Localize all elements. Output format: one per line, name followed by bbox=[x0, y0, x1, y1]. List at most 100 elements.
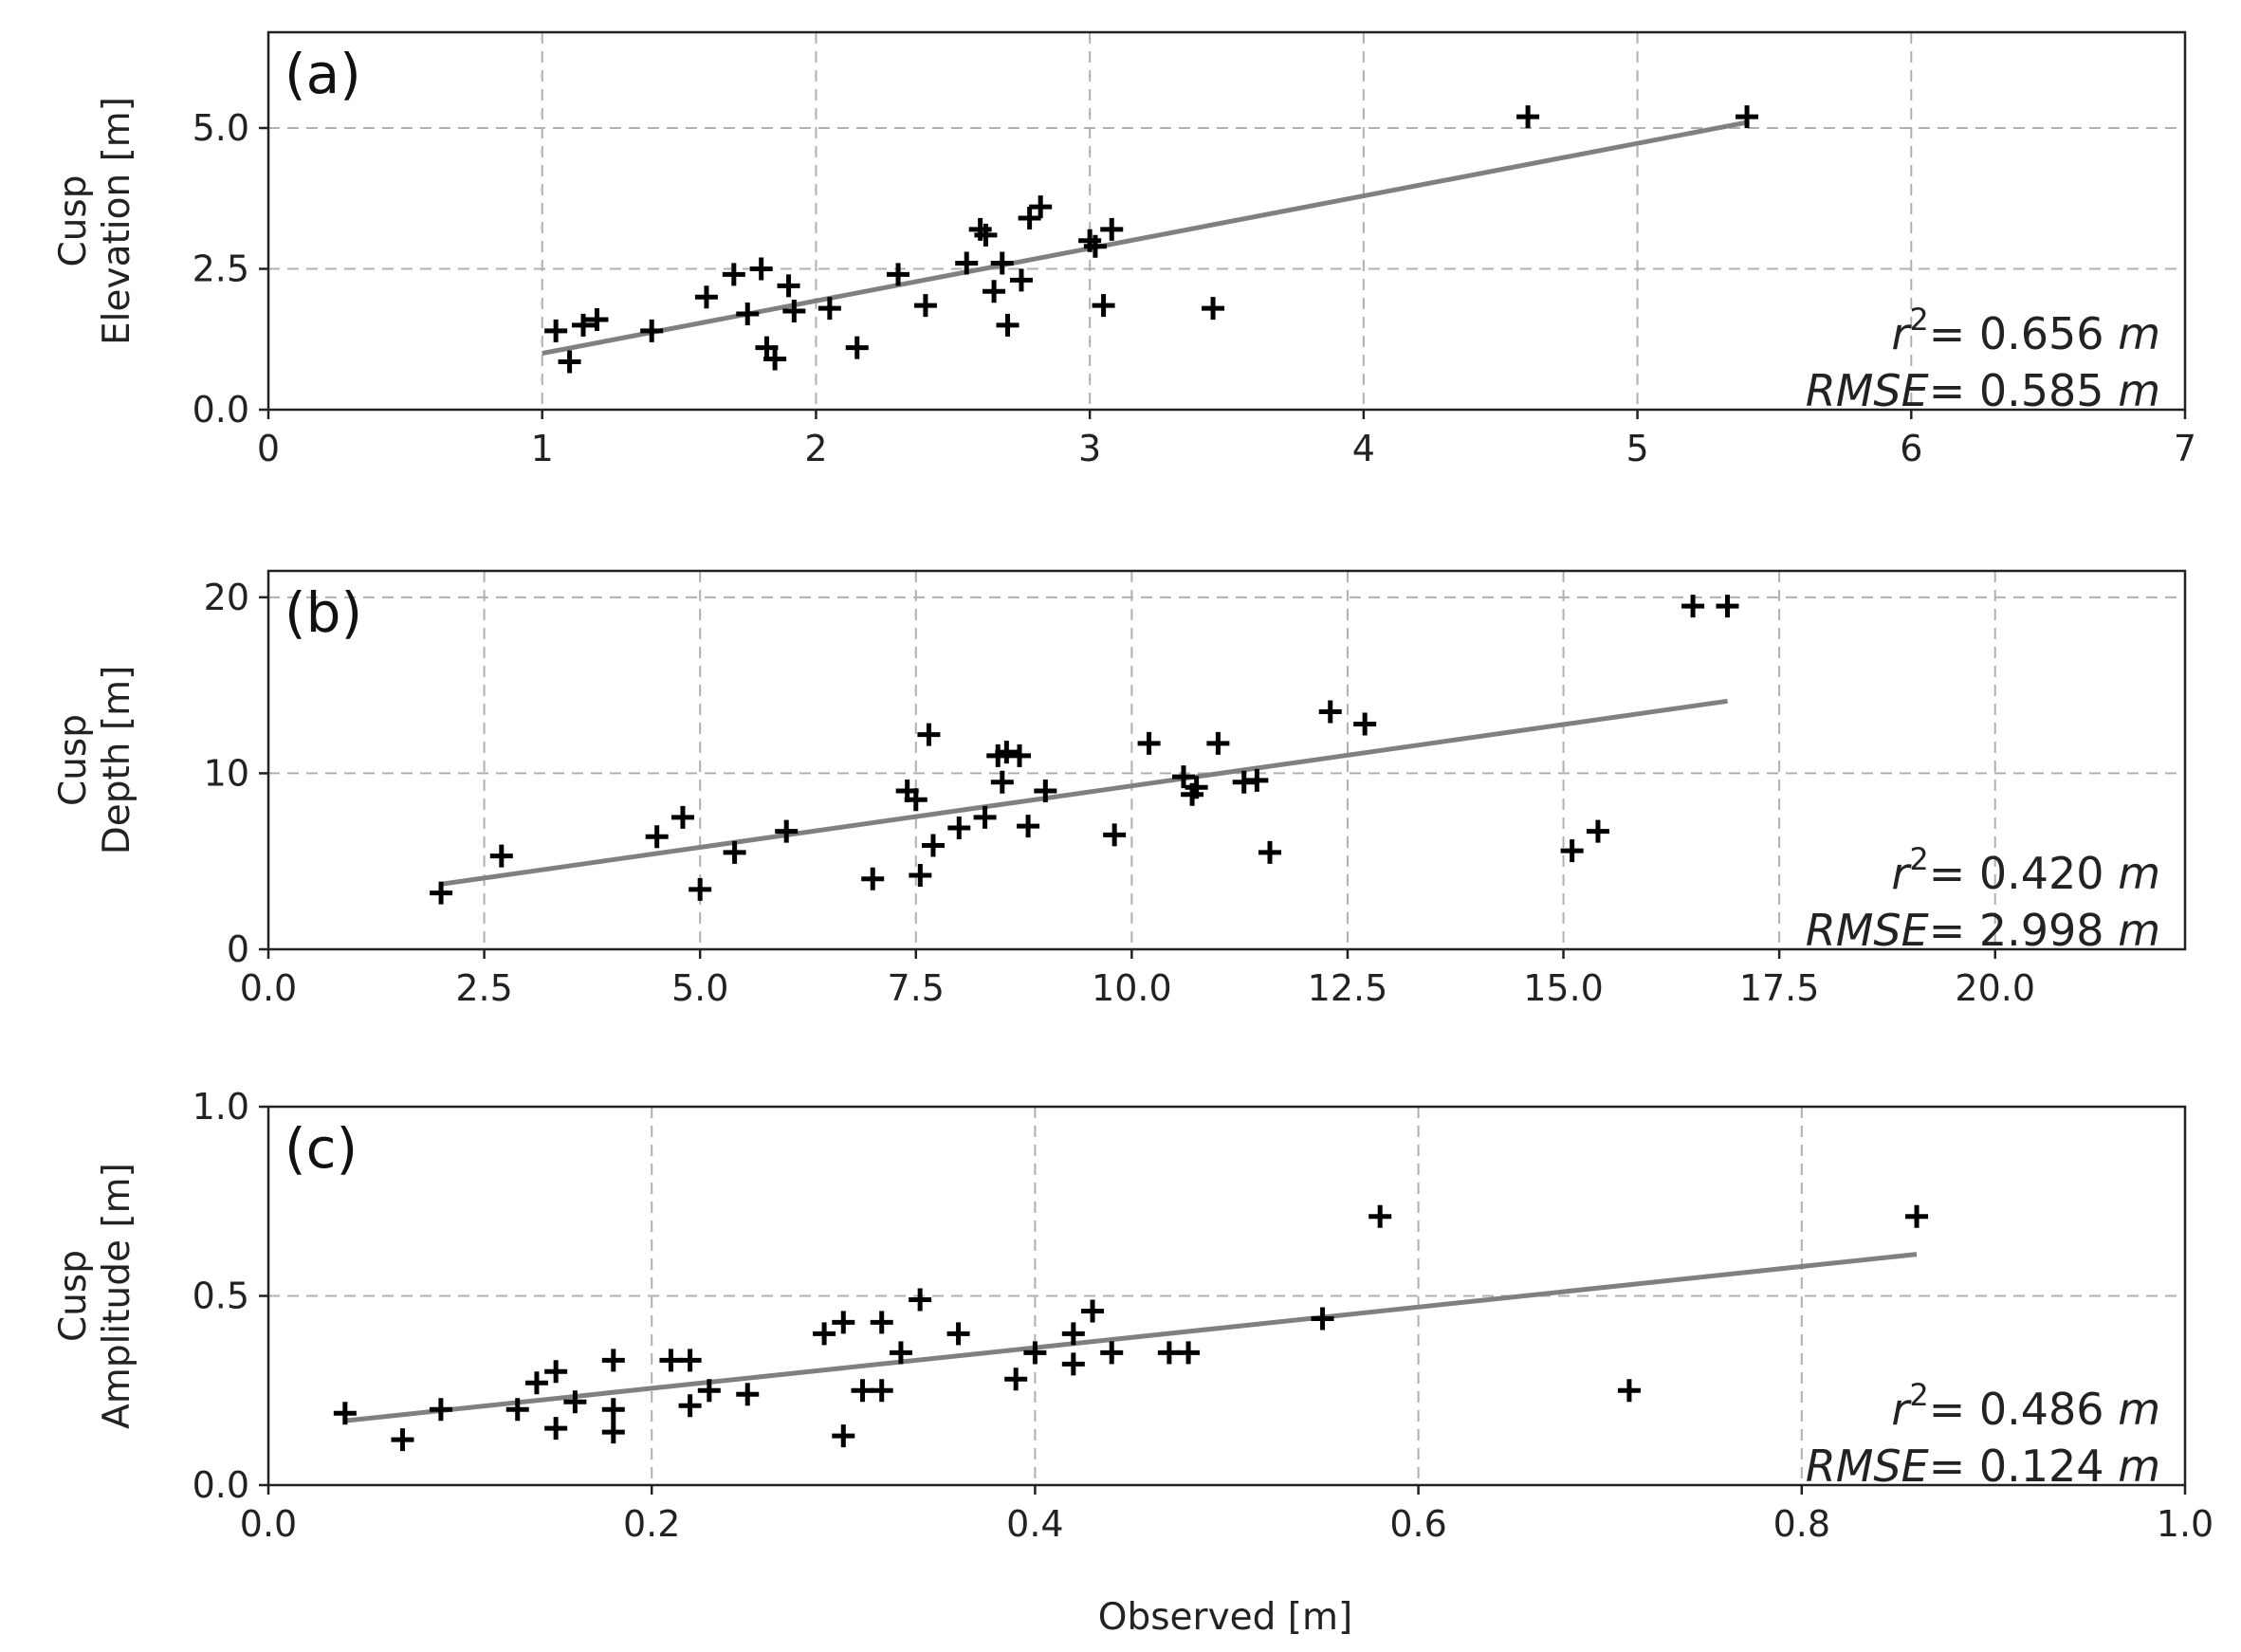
data-point bbox=[861, 867, 885, 890]
y-axis-label-line: Cusp bbox=[52, 174, 95, 266]
data-point bbox=[430, 881, 453, 905]
data-point bbox=[1177, 1341, 1201, 1365]
data-point bbox=[601, 1421, 625, 1444]
data-point bbox=[1368, 1204, 1392, 1228]
data-point bbox=[1029, 195, 1053, 219]
y-axis-label: CuspDepth [m] bbox=[52, 666, 138, 855]
data-point bbox=[489, 844, 513, 868]
axes-frame bbox=[266, 30, 2187, 412]
rmse-unit: m bbox=[2118, 1441, 2160, 1492]
y-tick-label: 0 bbox=[227, 928, 249, 970]
x-tick-label: 0 bbox=[257, 428, 280, 469]
data-point bbox=[995, 741, 1019, 764]
x-tick-label: 0.6 bbox=[1389, 1503, 1446, 1545]
data-point bbox=[736, 1383, 760, 1406]
data-point bbox=[996, 313, 1019, 337]
data-point bbox=[1081, 1299, 1105, 1323]
data-point bbox=[904, 788, 928, 812]
data-point bbox=[670, 805, 694, 829]
x-tick-label: 10.0 bbox=[1092, 967, 1172, 1009]
y-tick-label: 20 bbox=[204, 577, 249, 618]
data-point bbox=[544, 319, 568, 342]
data-point bbox=[1083, 234, 1107, 258]
y-tick-label: 0.5 bbox=[193, 1276, 249, 1317]
data-point bbox=[1617, 1379, 1641, 1403]
y-axis-label: CuspAmplitude [m] bbox=[52, 1163, 138, 1429]
data-point bbox=[678, 1349, 702, 1372]
y-axis-label-line: Elevation [m] bbox=[96, 97, 138, 345]
data-point bbox=[1353, 712, 1377, 736]
data-point bbox=[1311, 1307, 1334, 1331]
data-point bbox=[1017, 815, 1040, 838]
data-point bbox=[1061, 1322, 1085, 1346]
data-point bbox=[689, 877, 712, 901]
data-point bbox=[1258, 840, 1282, 864]
data-point bbox=[1023, 1341, 1047, 1365]
y-tick-label: 5.0 bbox=[193, 107, 249, 149]
data-point bbox=[1185, 776, 1208, 799]
x-tick-label: 0.8 bbox=[1773, 1503, 1830, 1545]
data-point bbox=[1736, 105, 1759, 129]
data-point bbox=[1560, 839, 1584, 863]
data-point bbox=[990, 770, 1014, 794]
data-point bbox=[1034, 779, 1057, 802]
y-axis-label: CuspElevation [m] bbox=[52, 97, 138, 345]
data-point bbox=[955, 251, 979, 275]
data-point bbox=[909, 864, 932, 888]
fit-line bbox=[440, 698, 1728, 887]
data-point bbox=[544, 1417, 568, 1441]
data-point bbox=[697, 1379, 721, 1403]
data-point bbox=[1137, 731, 1161, 755]
data-point bbox=[775, 819, 799, 843]
x-tick-label: 3 bbox=[1078, 428, 1101, 469]
y-tick-label: 1.0 bbox=[193, 1086, 249, 1128]
data-point bbox=[558, 350, 581, 374]
data-point bbox=[544, 1360, 568, 1384]
x-tick-label: 5 bbox=[1626, 428, 1648, 469]
r-squared-exponent: 2 bbox=[1909, 302, 1928, 338]
data-point bbox=[429, 1398, 452, 1422]
data-point bbox=[1318, 700, 1342, 724]
rmse-symbol: RMSE bbox=[1806, 1441, 1929, 1492]
rmse-symbol: RMSE bbox=[1806, 905, 1929, 956]
data-point bbox=[1100, 217, 1124, 241]
data-point bbox=[983, 280, 1006, 303]
data-point bbox=[1171, 765, 1195, 789]
data-point bbox=[845, 336, 869, 359]
y-axis-label-line: Amplitude [m] bbox=[96, 1163, 138, 1429]
data-point bbox=[678, 1394, 702, 1418]
data-point bbox=[1009, 268, 1033, 292]
data-point bbox=[1206, 731, 1230, 755]
rmse-text: RMSE= 0.585 m bbox=[1806, 365, 2160, 416]
r-squared-symbol: r bbox=[1891, 848, 1912, 899]
data-point bbox=[1157, 1341, 1181, 1365]
data-point bbox=[1245, 768, 1269, 792]
panel-c-amplitude: 0.0 0.2 0.4 0.6 0.8 1.0 0.0 0.5 1.0 CuspAmplitude… bbox=[52, 1086, 2213, 1545]
r-squared-unit: m bbox=[2118, 1384, 2160, 1435]
axes-frame bbox=[266, 569, 2187, 951]
data-point bbox=[1681, 595, 1705, 618]
data-point bbox=[1004, 1367, 1028, 1391]
data-point bbox=[601, 1349, 625, 1372]
x-tick-label: 15.0 bbox=[1523, 967, 1604, 1009]
data-point bbox=[1905, 1204, 1929, 1228]
data-point bbox=[736, 303, 760, 326]
data-point bbox=[640, 319, 664, 342]
x-tick-label: 5.0 bbox=[671, 967, 728, 1009]
fit-line bbox=[542, 119, 1748, 357]
data-point bbox=[974, 223, 998, 247]
r-squared-value: = 0.486 bbox=[1929, 1384, 2118, 1435]
data-point bbox=[851, 1379, 874, 1403]
data-point bbox=[921, 834, 945, 857]
data-point bbox=[524, 1371, 548, 1395]
x-tick-label: 2.5 bbox=[455, 967, 512, 1009]
y-tick-label: 10 bbox=[204, 752, 249, 794]
data-point bbox=[947, 816, 971, 839]
rmse-value: = 2.998 bbox=[1929, 905, 2118, 956]
r-squared-unit: m bbox=[2118, 848, 2160, 899]
data-point bbox=[1103, 823, 1127, 847]
data-point bbox=[333, 1402, 357, 1425]
r-squared-unit: m bbox=[2118, 308, 2160, 359]
